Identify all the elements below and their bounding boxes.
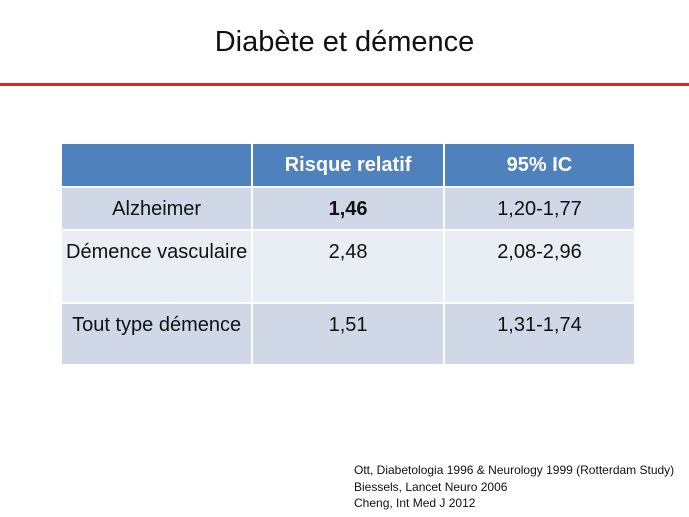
row-label: Démence vasculaire xyxy=(62,230,254,304)
reference-line: Ott, Diabetologia 1996 & Neurology 1999 … xyxy=(354,463,675,477)
confidence-interval-value: 1,31-1,74 xyxy=(443,303,634,366)
title-divider xyxy=(0,83,689,86)
table-row: Tout type démence 1,51 1,31-1,74 xyxy=(62,303,634,366)
confidence-interval-value: 2,08-2,96 xyxy=(443,230,634,304)
table-row: Alzheimer 1,46 1,20-1,77 xyxy=(62,187,634,231)
table-header-row: Risque relatif 95% IC xyxy=(62,144,634,188)
reference-line: Biessels, Lancet Neuro 2006 xyxy=(354,479,508,494)
row-label: Tout type démence xyxy=(62,303,254,366)
slide-title: Diabète et démence xyxy=(214,26,475,58)
confidence-interval-value: 1,20-1,77 xyxy=(443,187,634,231)
table-row: Démence vasculaire 2,48 2,08-2,96 xyxy=(62,230,634,304)
header-relative-risk: Risque relatif xyxy=(252,144,445,188)
references: Ott, Diabetologia 1996 & Neurology 1999 … xyxy=(354,462,674,512)
header-confidence-interval: 95% IC xyxy=(443,144,634,188)
relative-risk-value: 2,48 xyxy=(252,230,445,304)
reference-line: Cheng, Int Med J 2012 xyxy=(354,496,476,510)
relative-risk-value: 1,51 xyxy=(252,303,445,366)
header-empty xyxy=(62,144,254,188)
risk-table: Risque relatif 95% IC Alzheimer 1,46 1,2… xyxy=(62,144,634,366)
row-label: Alzheimer xyxy=(62,187,254,231)
relative-risk-value: 1,46 xyxy=(252,187,445,231)
